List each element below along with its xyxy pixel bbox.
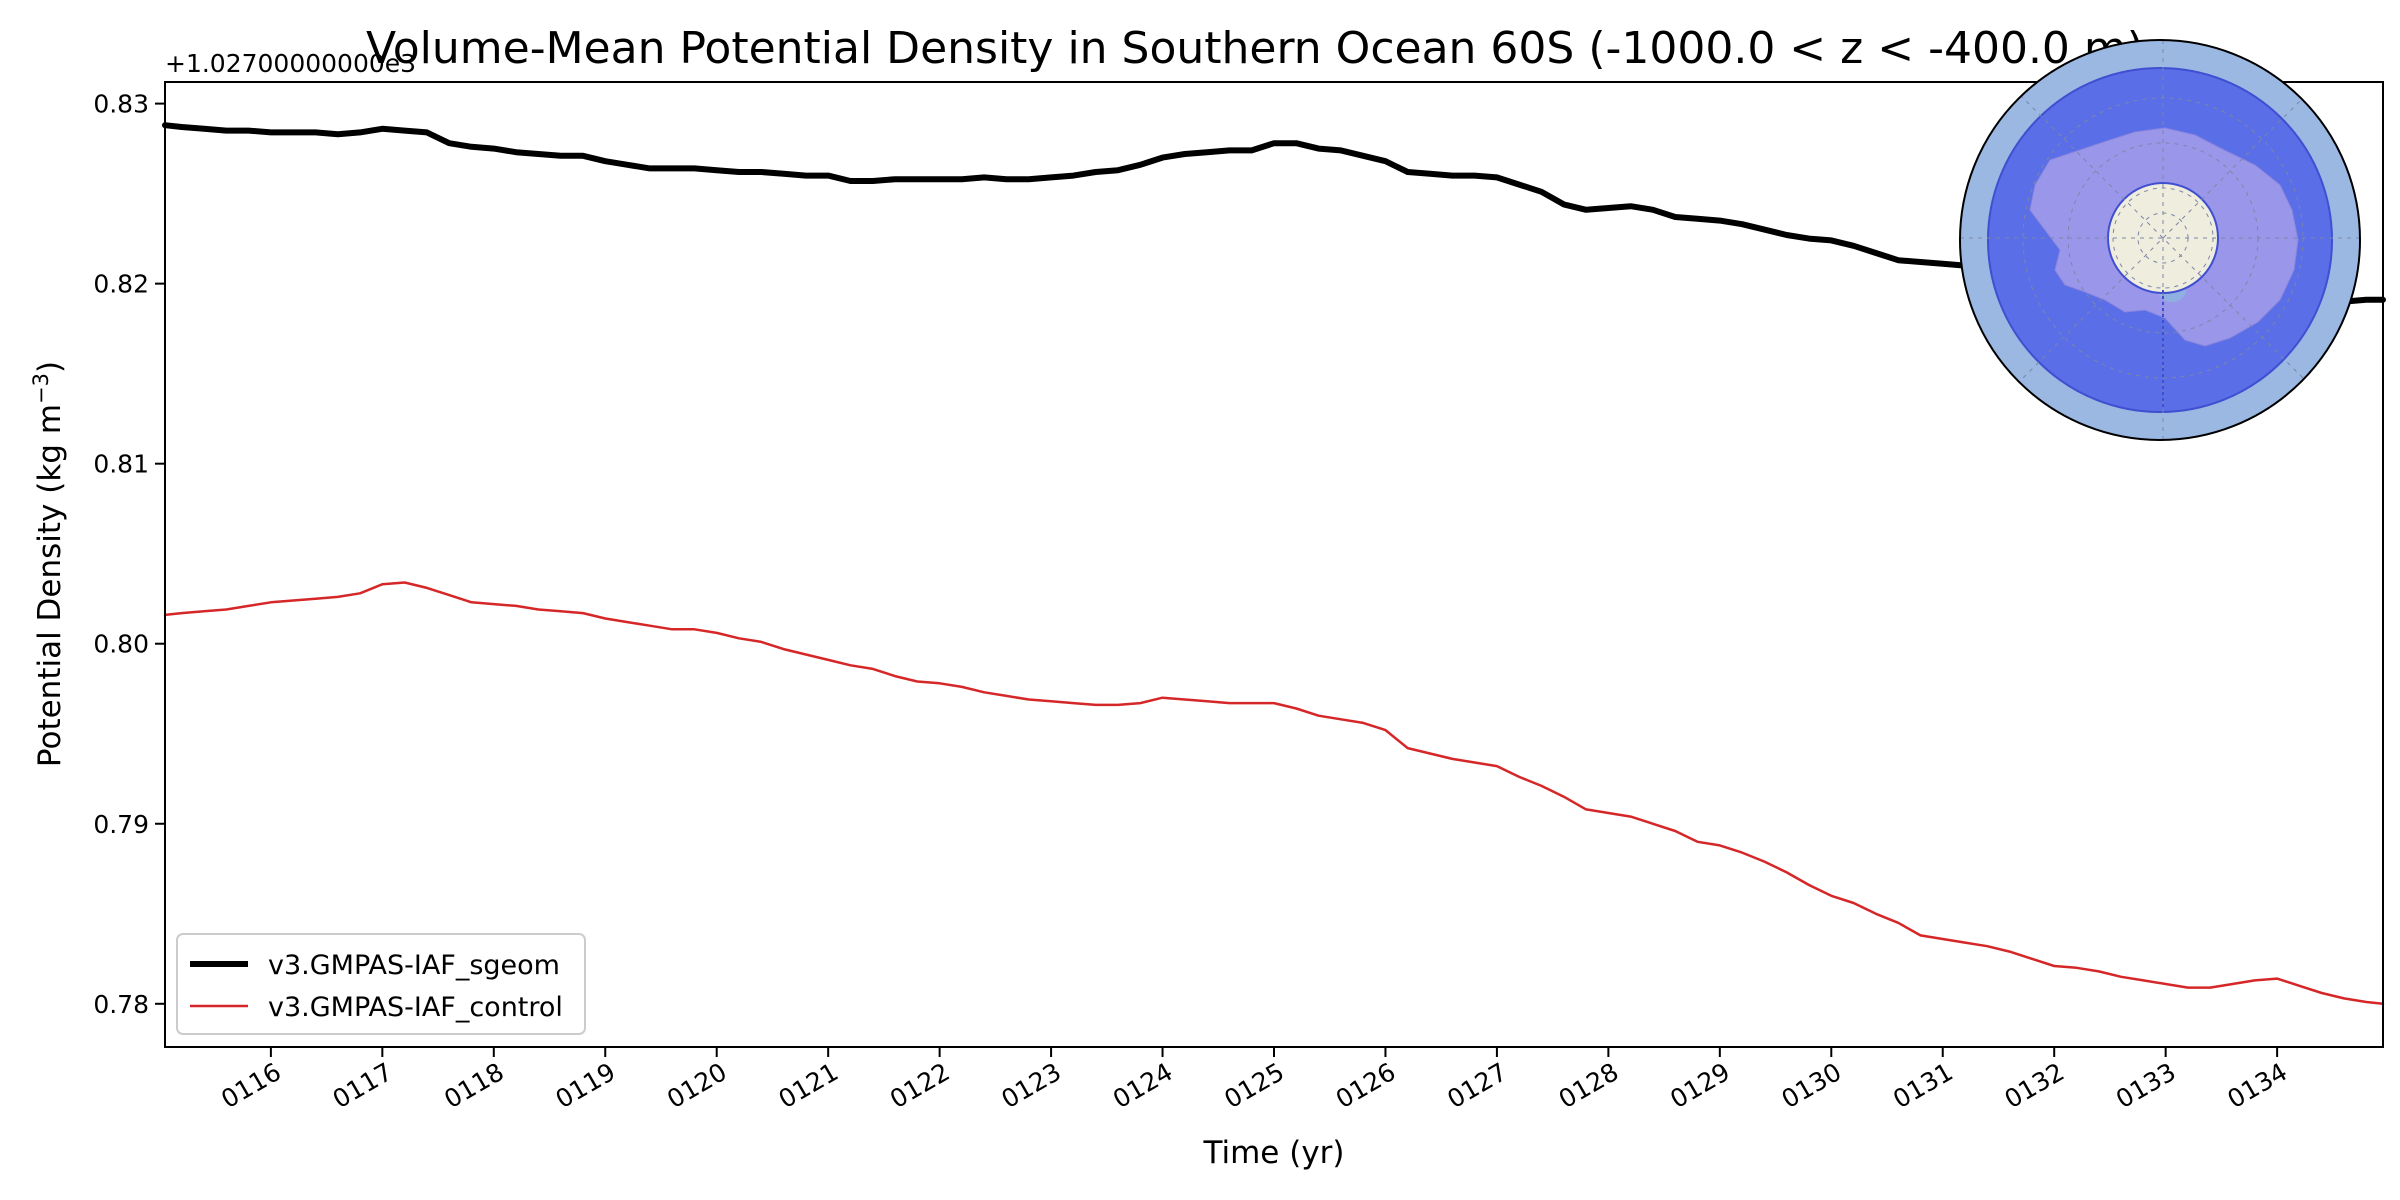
x-tick-label: 0132 [2000, 1057, 2070, 1114]
x-tick-label: 0130 [1777, 1057, 1847, 1114]
y-tick-label: 0.83 [93, 90, 149, 119]
x-tick-label: 0131 [1888, 1057, 1958, 1114]
legend: v3.GMPAS-IAF_sgeom v3.GMPAS-IAF_control [176, 933, 586, 1035]
inset-map [1959, 39, 2361, 441]
y-axis-label-exponent: −3 [29, 373, 53, 404]
x-tick-label: 0119 [551, 1057, 621, 1114]
y-axis-label-main: Potential Density (kg m [32, 404, 68, 767]
chart-title: Volume-Mean Potential Density in Souther… [366, 23, 2144, 74]
x-tick-label: 0127 [1442, 1057, 1512, 1114]
x-axis-label: Time (yr) [1203, 1135, 1345, 1171]
y-axis-label: Potential Density (kg m−3) [29, 361, 68, 767]
x-tick-label: 0133 [2111, 1057, 2181, 1114]
legend-label-control: v3.GMPAS-IAF_control [268, 992, 563, 1023]
x-tick-label: 0116 [216, 1057, 286, 1114]
x-tick-label: 0129 [1665, 1057, 1735, 1114]
y-tick-label: 0.82 [93, 270, 149, 299]
y-tick-label: 0.80 [93, 630, 149, 659]
x-tick-label: 0124 [1108, 1057, 1178, 1114]
y-tick-label: 0.79 [93, 810, 149, 839]
y-offset-label: +1.02700000000e3 [165, 49, 416, 78]
x-tick-label: 0125 [1219, 1057, 1289, 1114]
legend-box [176, 933, 586, 1035]
map-border [1959, 39, 2361, 441]
map-graticule [1960, 40, 2360, 440]
series-line-control [163, 581, 2385, 1006]
x-tick-label: 0121 [774, 1057, 844, 1114]
x-tick-label: 0134 [2223, 1057, 2293, 1114]
y-axis: 0.78 0.79 0.80 0.81 0.82 0.83 [93, 90, 165, 1019]
y-axis-label-close: ) [32, 361, 68, 373]
x-tick-label: 0128 [1554, 1057, 1624, 1114]
x-tick-label: 0118 [439, 1057, 509, 1114]
x-tick-label: 0126 [1331, 1057, 1401, 1114]
y-tick-label: 0.78 [93, 990, 149, 1019]
x-axis: 0116 0117 0118 0119 0120 0121 0122 0123 0124 0125… [216, 1047, 2292, 1114]
legend-label-sgeom: v3.GMPAS-IAF_sgeom [268, 950, 560, 981]
y-tick-label: 0.81 [93, 450, 149, 479]
x-tick-label: 0120 [662, 1057, 732, 1114]
x-tick-label: 0123 [996, 1057, 1066, 1114]
x-tick-label: 0122 [885, 1057, 955, 1114]
x-tick-label: 0117 [328, 1057, 398, 1114]
